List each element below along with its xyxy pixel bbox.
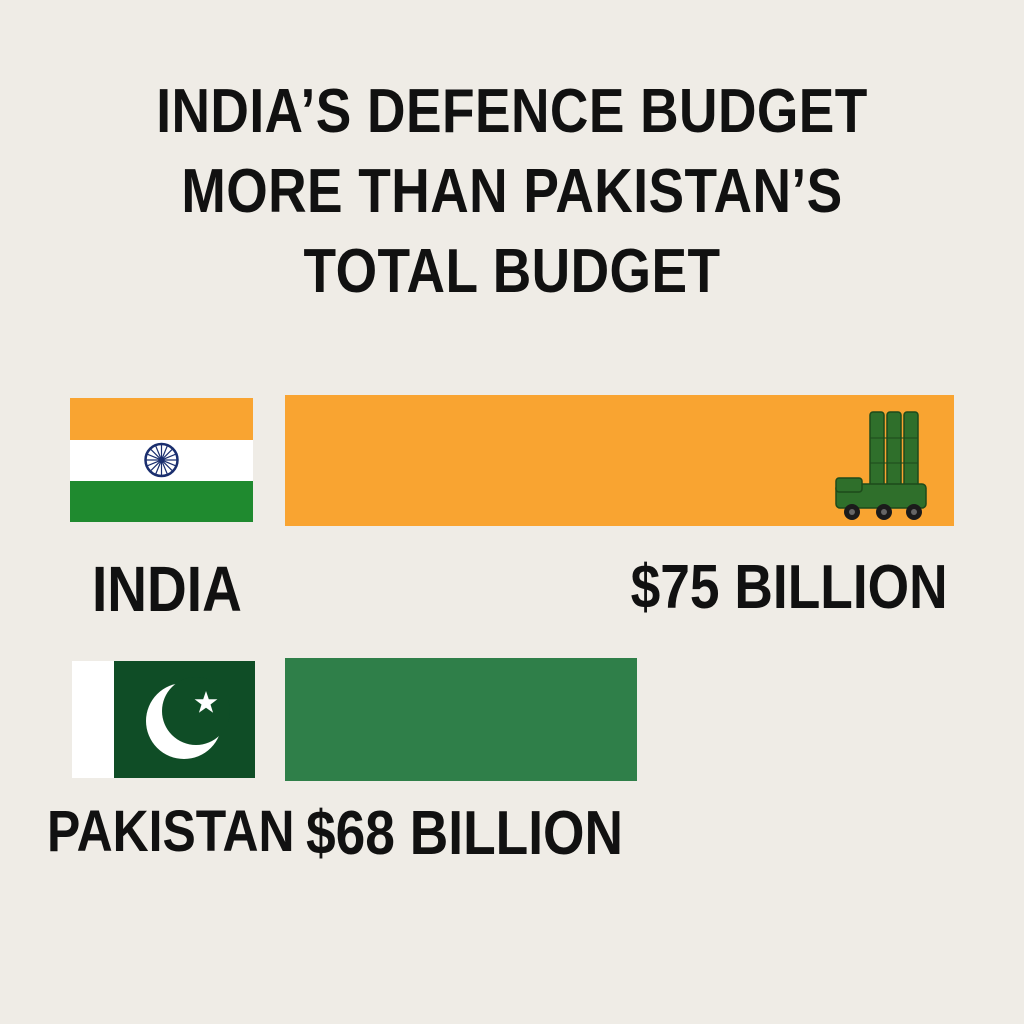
title-line-1: INDIA’S DEFENCE BUDGET bbox=[156, 77, 868, 146]
india-flag-icon bbox=[70, 398, 253, 522]
bar-pakistan bbox=[285, 658, 637, 781]
pakistan-flag-icon bbox=[72, 661, 255, 778]
value-label-india: $75 BILLION bbox=[630, 553, 948, 622]
ashoka-chakra-icon bbox=[144, 442, 179, 478]
title-line-2: MORE THAN PAKISTAN’S bbox=[181, 157, 843, 226]
chart-title: INDIA’S DEFENCE BUDGET MORE THAN PAKISTA… bbox=[72, 72, 953, 312]
category-label-india: INDIA bbox=[92, 553, 242, 625]
value-label-pakistan: $68 BILLION bbox=[306, 799, 624, 868]
category-label-pakistan: PAKISTAN bbox=[47, 799, 295, 864]
missile-launcher-truck-icon bbox=[832, 408, 932, 523]
title-line-3: TOTAL BUDGET bbox=[303, 237, 721, 306]
